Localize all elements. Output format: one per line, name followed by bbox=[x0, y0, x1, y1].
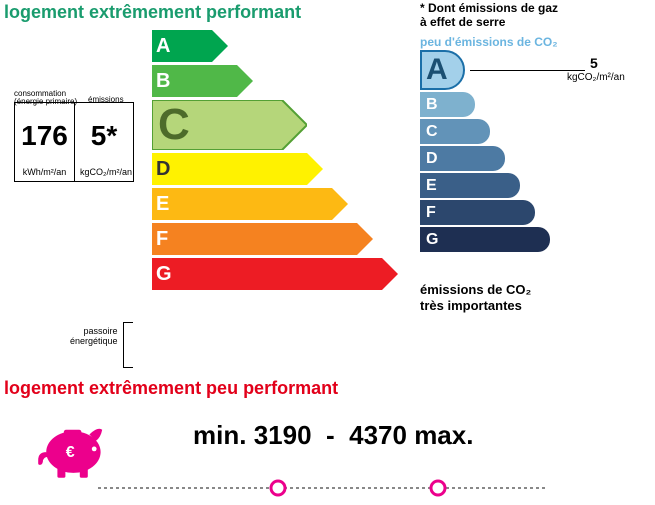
consumption-box: 176 kWh/m²/an 5* kgCO₂/m²/an bbox=[14, 102, 134, 182]
ges-pointer-line bbox=[470, 70, 585, 71]
emissions-value: 5* bbox=[80, 122, 128, 150]
ges-title-bottom: émissions de CO₂très importantes bbox=[420, 282, 531, 313]
ges-note: * Dont émissions de gazà effet de serre bbox=[420, 2, 558, 30]
ges-title-top: peu d'émissions de CO₂ bbox=[420, 35, 558, 49]
ges-unit: kgCO₂/m²/an bbox=[567, 72, 625, 83]
passoire-label: passoireénergétique bbox=[70, 327, 118, 347]
cost-slider bbox=[98, 478, 548, 503]
dpe-title-bottom: logement extrêmement peu performant bbox=[4, 378, 338, 399]
emissions-unit: kgCO₂/m²/an bbox=[80, 167, 128, 177]
ges-value: 5 bbox=[590, 55, 598, 71]
consumption-unit: kWh/m²/an bbox=[20, 167, 69, 177]
svg-text:€: € bbox=[66, 444, 75, 461]
cost-range: min. 3190 - 4370 max. bbox=[193, 420, 473, 451]
consumption-value: 176 bbox=[20, 122, 69, 150]
dpe-title-top: logement extrêmement performant bbox=[4, 2, 301, 23]
passoire-bracket bbox=[123, 322, 133, 368]
